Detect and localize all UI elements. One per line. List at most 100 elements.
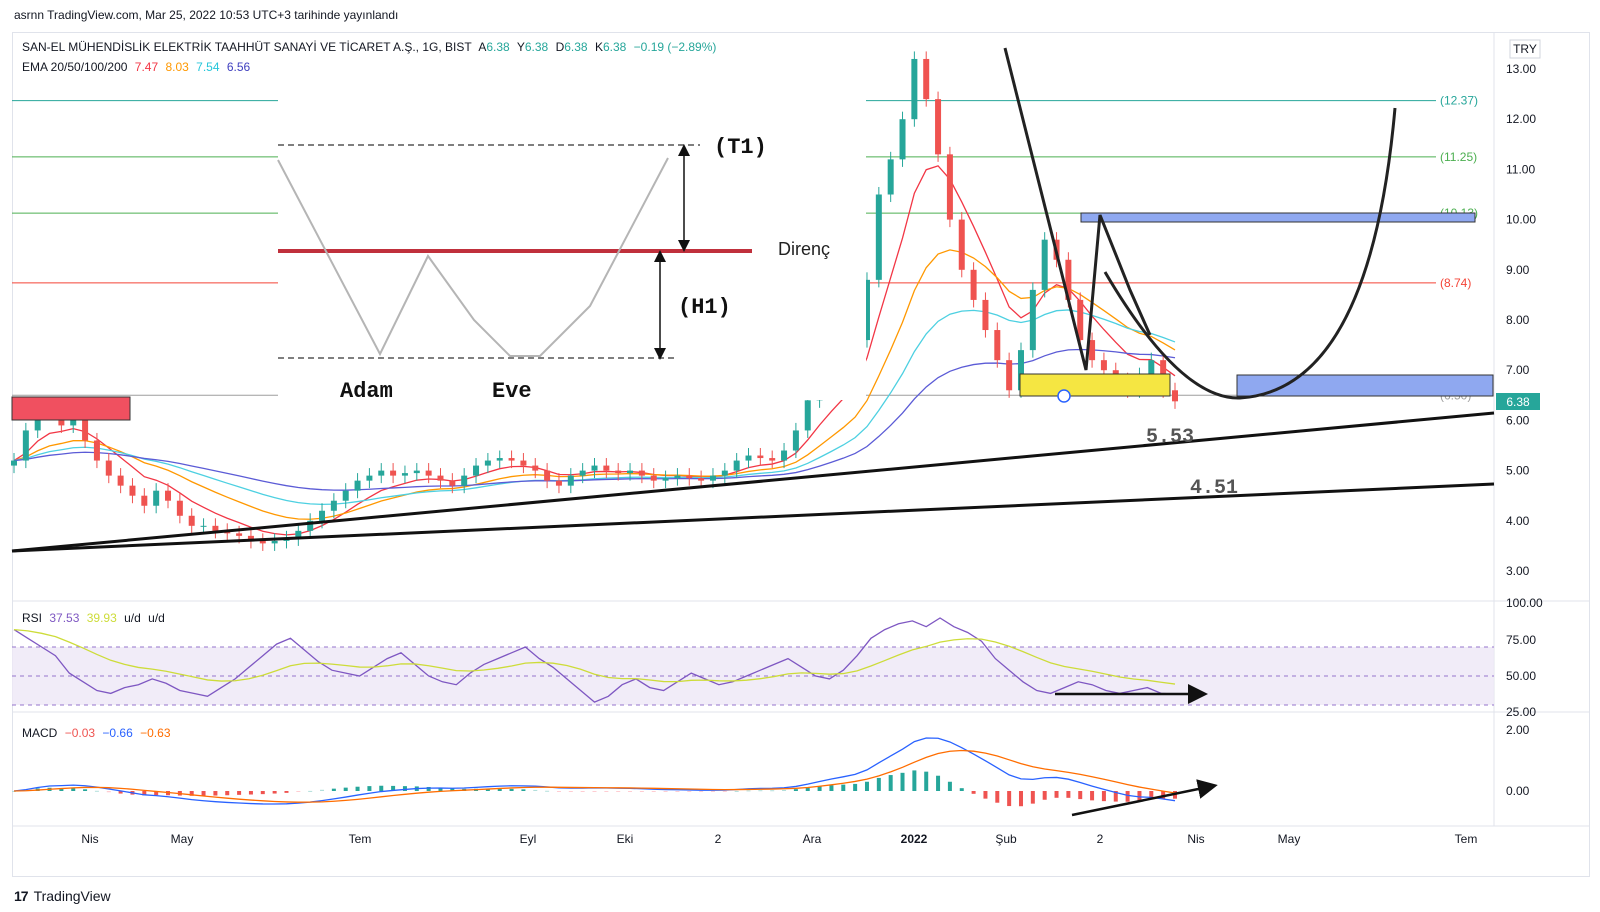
time-tick-label: May bbox=[1278, 832, 1301, 846]
macd-histogram-bar bbox=[912, 770, 917, 791]
candle-body bbox=[366, 475, 373, 481]
macd-histogram-bar bbox=[876, 777, 881, 791]
symbol-legend[interactable]: SAN-EL MÜHENDİSLİK ELEKTRİK TAAHHÜT SANA… bbox=[22, 40, 717, 54]
macd-divergence-arrow bbox=[1071, 779, 1218, 817]
macd-histogram-bar bbox=[272, 791, 277, 794]
candle-body bbox=[11, 460, 17, 466]
price-tick-label: 12.00 bbox=[1506, 112, 1536, 126]
macd-histogram-bar bbox=[1113, 791, 1118, 802]
macd-histogram-bar bbox=[213, 791, 218, 796]
macd-hist-value: −0.03 bbox=[64, 726, 96, 740]
price-tick-label: 3.00 bbox=[1506, 564, 1530, 578]
candle-body bbox=[425, 470, 432, 476]
candle-body bbox=[461, 475, 468, 486]
macd-histogram-bar bbox=[710, 791, 715, 792]
rsi-tick-label: 75.00 bbox=[1506, 633, 1536, 647]
macd-histogram-bar bbox=[154, 791, 159, 796]
candle-body bbox=[188, 515, 195, 526]
candle-body bbox=[378, 470, 385, 476]
macd-histogram-bar bbox=[580, 791, 585, 792]
resistance-zone-left bbox=[11, 396, 131, 421]
candle-body bbox=[733, 460, 740, 471]
ohlc-low: 6.38 bbox=[564, 40, 588, 54]
candle-body bbox=[982, 299, 989, 331]
macd-histogram-bar bbox=[604, 791, 609, 792]
inset-w-shape bbox=[277, 157, 669, 357]
macd-histogram-bar bbox=[1042, 791, 1047, 800]
rsi-axis: 100.00 75.00 50.00 25.00 bbox=[1506, 596, 1543, 719]
rsi-legend[interactable]: RSI 37.53 39.93 u/d u/d bbox=[22, 611, 169, 625]
time-tick-label: Eki bbox=[617, 832, 634, 846]
macd-histogram-bar bbox=[1018, 791, 1023, 807]
macd-axis: 2.00 0.00 bbox=[1506, 723, 1530, 798]
time-tick-label: May bbox=[171, 832, 194, 846]
macd-histogram-bar bbox=[83, 789, 88, 791]
time-axis: Nis May Tem Eyl Eki 2 Ara 2022 Şub 2 Nis May Tem bbox=[81, 832, 1477, 846]
ema200-value: 6.56 bbox=[226, 60, 251, 74]
candle-body bbox=[449, 480, 456, 486]
macd-histogram-bar bbox=[1066, 791, 1071, 798]
rsi-value: 37.53 bbox=[49, 611, 80, 625]
macd-histogram-bar bbox=[971, 791, 976, 794]
candle-body bbox=[176, 500, 183, 516]
rsi-tick-label: 50.00 bbox=[1506, 669, 1536, 683]
macd-histogram-bar bbox=[556, 791, 561, 792]
ema-legend[interactable]: EMA 20/50/100/200 7.47 8.03 7.54 6.56 bbox=[22, 60, 254, 74]
tradingview-logo[interactable]: 17 TradingView bbox=[14, 888, 111, 904]
time-tick-label: Ara bbox=[803, 832, 822, 846]
macd-value: −0.66 bbox=[102, 726, 133, 740]
candle-body bbox=[141, 495, 148, 506]
macd-histogram-bar bbox=[900, 772, 905, 791]
price-tick-label: 6.00 bbox=[1506, 413, 1530, 427]
candle-body bbox=[413, 470, 420, 474]
candle-body bbox=[686, 475, 693, 479]
macd-histogram-bar bbox=[746, 790, 751, 792]
candle-body bbox=[22, 430, 29, 461]
candle-body bbox=[354, 480, 361, 491]
candle-body bbox=[958, 219, 965, 270]
time-tick-label: Nis bbox=[81, 832, 98, 846]
macd-histogram-bar bbox=[687, 791, 692, 792]
price-axis: 3.00 4.00 5.00 6.00 7.00 8.00 9.00 10.00 11.00 12… bbox=[1506, 62, 1536, 578]
candle-body bbox=[307, 520, 314, 531]
candle-body bbox=[259, 540, 266, 544]
macd-legend[interactable]: MACD −0.03 −0.66 −0.63 bbox=[22, 726, 175, 740]
price-tick-label: 9.00 bbox=[1506, 263, 1530, 277]
macd-histogram-bar bbox=[568, 791, 573, 792]
price-tick-label: 5.00 bbox=[1506, 464, 1530, 478]
rsi-tick-label: 100.00 bbox=[1506, 596, 1543, 610]
macd-histogram-bar bbox=[888, 775, 893, 791]
candle-body bbox=[473, 465, 480, 476]
macd-histogram-bar bbox=[924, 771, 929, 791]
w-bottom-marker bbox=[1057, 389, 1071, 403]
macd-histogram-bar bbox=[841, 784, 846, 791]
candle-body bbox=[709, 475, 716, 481]
candle-body bbox=[627, 470, 634, 474]
candle-body bbox=[129, 485, 136, 496]
macd-histogram-bar bbox=[663, 791, 668, 792]
candle-body bbox=[295, 530, 302, 539]
price-change: −0.19 (−2.89%) bbox=[633, 40, 717, 54]
ema-label: EMA 20/50/100/200 bbox=[22, 60, 128, 74]
macd-histogram-bar bbox=[782, 789, 787, 791]
candle-body bbox=[1100, 360, 1107, 371]
macd-histogram-bar bbox=[651, 791, 656, 792]
candle-body bbox=[946, 154, 953, 220]
candle-body bbox=[212, 525, 219, 531]
candle-body bbox=[117, 475, 124, 486]
candle-body bbox=[792, 430, 799, 451]
macd-histogram-bar bbox=[260, 791, 265, 795]
candle-body bbox=[674, 475, 681, 479]
candle-body bbox=[484, 460, 491, 466]
macd-histogram-bar bbox=[592, 791, 597, 792]
w-pattern-drawing bbox=[1003, 47, 1152, 371]
macd-histogram-bar bbox=[426, 786, 431, 791]
rsi-line bbox=[13, 617, 1176, 703]
macd-histogram-bar bbox=[805, 787, 810, 791]
ohlc-open: 6.38 bbox=[486, 40, 510, 54]
support-label-1: 5.53 bbox=[1146, 426, 1194, 449]
candle-body bbox=[899, 119, 906, 160]
macd-histogram-bar bbox=[864, 781, 869, 791]
symbol-name: SAN-EL MÜHENDİSLİK ELEKTRİK TAAHHÜT SANA… bbox=[22, 40, 472, 54]
